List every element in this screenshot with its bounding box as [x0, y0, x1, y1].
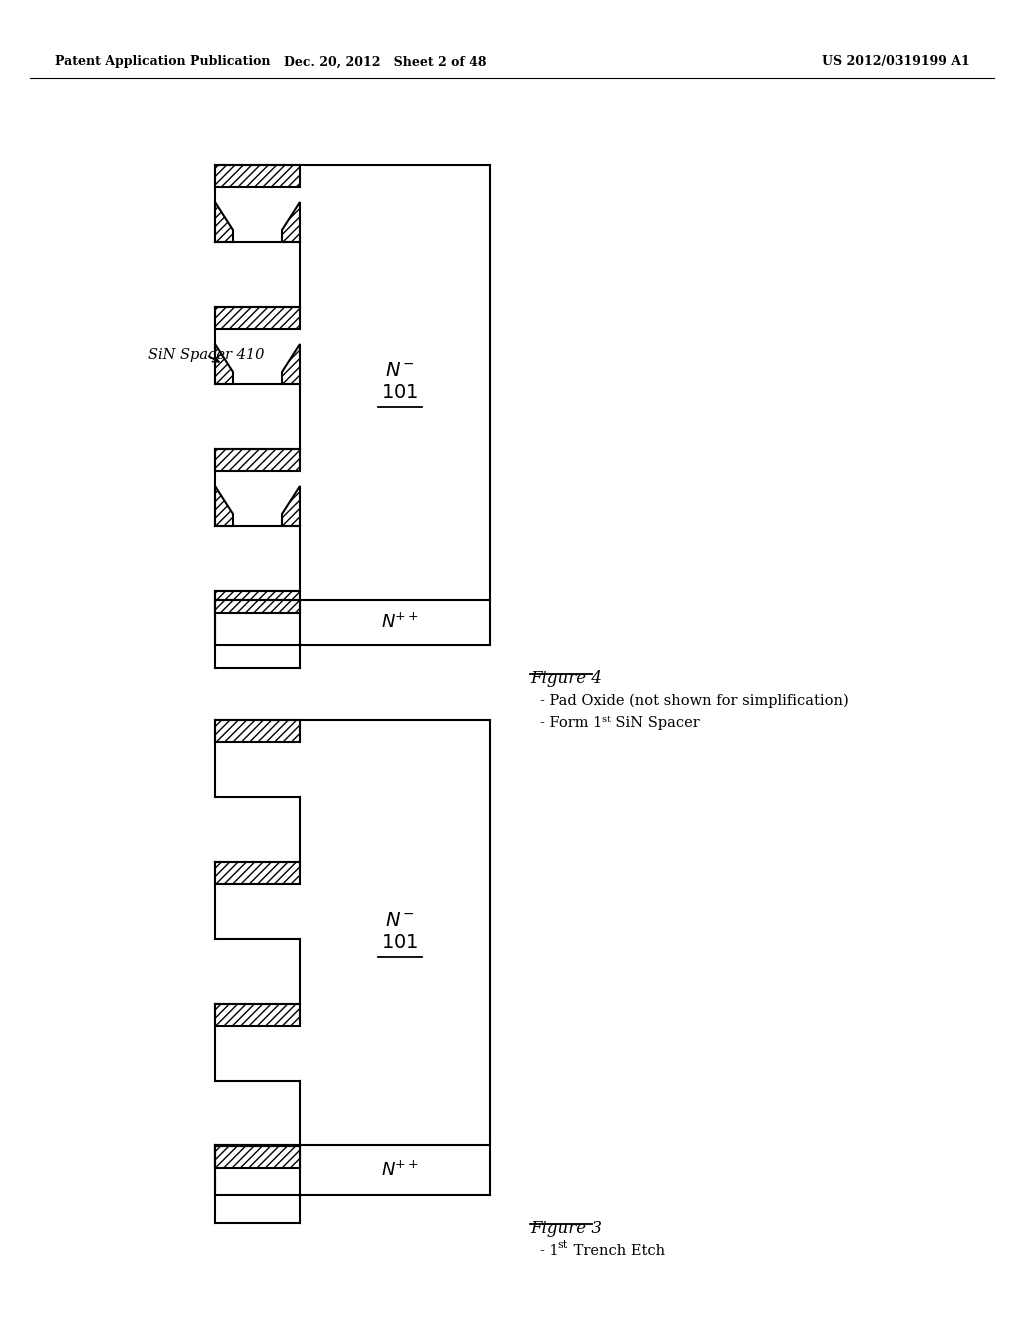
Polygon shape	[282, 486, 300, 525]
Bar	[215, 1146, 300, 1168]
Text: Trench Etch: Trench Etch	[569, 1243, 666, 1258]
Polygon shape	[215, 345, 233, 384]
Text: US 2012/0319199 A1: US 2012/0319199 A1	[822, 55, 970, 69]
Text: Patent Application Publication: Patent Application Publication	[55, 55, 270, 69]
Bar	[215, 862, 300, 884]
Bar	[215, 165, 300, 187]
Polygon shape	[282, 345, 300, 384]
Text: $\it{101}$: $\it{101}$	[381, 384, 419, 401]
Polygon shape	[215, 486, 233, 525]
Text: - Pad Oxide (not shown for simplification): - Pad Oxide (not shown for simplificatio…	[540, 694, 849, 709]
Bar	[215, 449, 300, 471]
Polygon shape	[282, 202, 300, 242]
Text: $\it{101}$: $\it{101}$	[381, 933, 419, 952]
Text: SiN Spacer 410: SiN Spacer 410	[148, 348, 264, 362]
Text: $\it{N}$$^-$: $\it{N}$$^-$	[385, 912, 415, 929]
Text: Dec. 20, 2012   Sheet 2 of 48: Dec. 20, 2012 Sheet 2 of 48	[284, 55, 486, 69]
Bar	[215, 719, 300, 742]
Text: Figure 3: Figure 3	[530, 1220, 602, 1237]
Text: $\it{N}$$^-$: $\it{N}$$^-$	[385, 362, 415, 380]
Text: $\it{N}$$^{++}$: $\it{N}$$^{++}$	[381, 1160, 419, 1180]
Bar	[215, 308, 300, 329]
Polygon shape	[215, 202, 233, 242]
Text: st: st	[557, 1239, 567, 1250]
Text: - 1: - 1	[540, 1243, 559, 1258]
Bar	[215, 1005, 300, 1026]
Text: - Form 1ˢᵗ SiN Spacer: - Form 1ˢᵗ SiN Spacer	[540, 715, 699, 730]
Bar	[215, 591, 300, 612]
Text: $\it{N}$$^{++}$: $\it{N}$$^{++}$	[381, 612, 419, 632]
Text: Figure 4: Figure 4	[530, 671, 602, 686]
